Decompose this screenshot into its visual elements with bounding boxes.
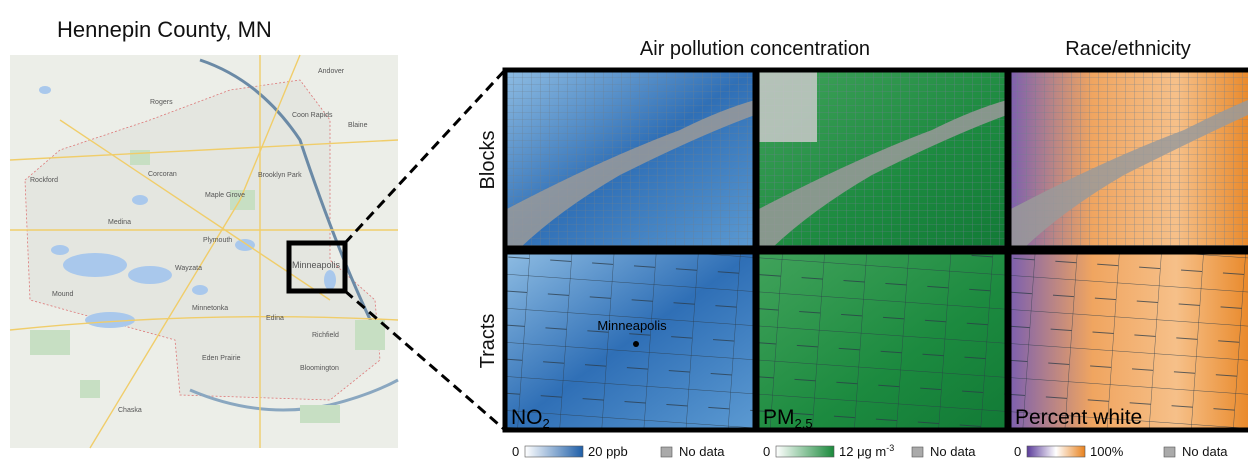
place-label: Bloomington xyxy=(300,365,339,372)
legend-max: 20 ppb xyxy=(588,444,628,459)
place-label: Blaine xyxy=(348,122,368,129)
column-header: Air pollution concentration xyxy=(640,38,870,60)
legend-nodata: No data xyxy=(679,444,725,459)
place-label: Maple Grove xyxy=(205,192,245,199)
place-label: Minnetonka xyxy=(192,305,228,312)
place-label: Coon Rapids xyxy=(292,112,333,119)
panel-label: Percent white xyxy=(1015,406,1142,429)
row-label: Tracts xyxy=(477,314,499,369)
legend-min: 0 xyxy=(763,444,770,459)
place-label: Edina xyxy=(266,315,284,322)
legend-min: 0 xyxy=(512,444,519,459)
legend-nodata: No data xyxy=(930,444,976,459)
place-label: Plymouth xyxy=(203,237,232,244)
base-map: Andover Rogers Coon Rapids Blaine Rockfo… xyxy=(10,55,398,448)
place-label: Medina xyxy=(108,219,131,226)
row-label: Blocks xyxy=(477,131,499,190)
legend-max: 100% xyxy=(1090,444,1124,459)
place-label: Wayzata xyxy=(175,265,202,272)
place-label: Brooklyn Park xyxy=(258,172,302,179)
place-label: Chaska xyxy=(118,407,142,414)
legend-min: 0 xyxy=(1014,444,1021,459)
column-header: Race/ethnicity xyxy=(1065,38,1191,60)
place-label: Andover xyxy=(318,68,345,75)
city-label: Minneapolis xyxy=(597,318,667,333)
place-label: Rogers xyxy=(150,99,173,106)
legend-nodata: No data xyxy=(1182,444,1228,459)
place-label: Rockford xyxy=(30,177,58,184)
place-label: Eden Prairie xyxy=(202,355,241,362)
panels: Minneapolis NO2 PM2.5 Percent white xyxy=(505,70,1248,431)
place-label: Richfield xyxy=(312,332,339,339)
legend-max: 12 μg m-3 xyxy=(839,443,894,459)
place-label: Corcoran xyxy=(148,171,177,178)
place-label: Mound xyxy=(52,291,74,298)
place-label: Minneapolis xyxy=(292,260,341,270)
legends: 0 20 ppb No data 0 12 μg m-3 No data 0 1… xyxy=(512,443,1228,459)
map-title: Hennepin County, MN xyxy=(57,17,272,42)
figure: Hennepin County, MN Andover Rogers Coon … xyxy=(0,0,1248,461)
